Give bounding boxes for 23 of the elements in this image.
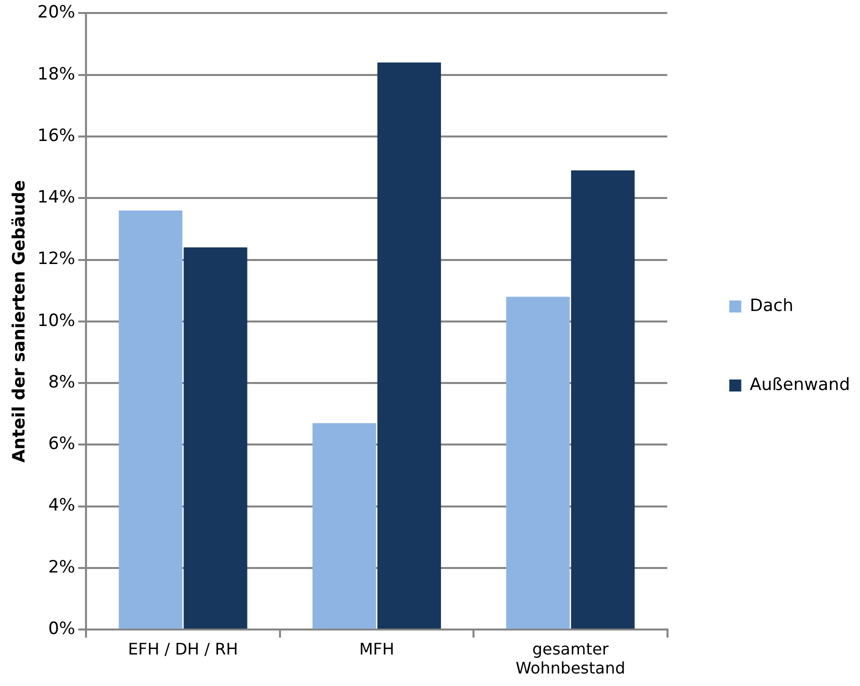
y-tick-label: 16% (37, 126, 76, 146)
x-tick-label: gesamter Wohnbestand (516, 639, 626, 678)
x-tick-label: MFH (359, 639, 394, 658)
y-tick-label: 20% (37, 2, 76, 23)
legend-label: Außenwand (750, 374, 850, 395)
y-tick-label: 2% (48, 557, 76, 578)
bar (184, 247, 248, 629)
y-tick-label: 10% (37, 310, 76, 331)
y-axis-title: Anteil der sanierten Gebäude (10, 180, 30, 463)
y-tick-label: 12% (37, 249, 76, 270)
y-tick-label: 14% (37, 188, 76, 208)
bar (571, 170, 635, 629)
bar (377, 62, 441, 629)
legend-label: Dach (750, 296, 794, 316)
y-tick-label: 0% (48, 619, 76, 640)
y-tick-label: 18% (37, 64, 76, 84)
bar (506, 296, 570, 629)
y-tick-label: 6% (48, 434, 76, 454)
bar (312, 423, 376, 629)
bar (118, 210, 182, 629)
y-tick-label: 8% (48, 372, 76, 392)
y-tick-label: 4% (48, 496, 76, 516)
x-tick-label: EFH / DH / RH (128, 639, 238, 658)
